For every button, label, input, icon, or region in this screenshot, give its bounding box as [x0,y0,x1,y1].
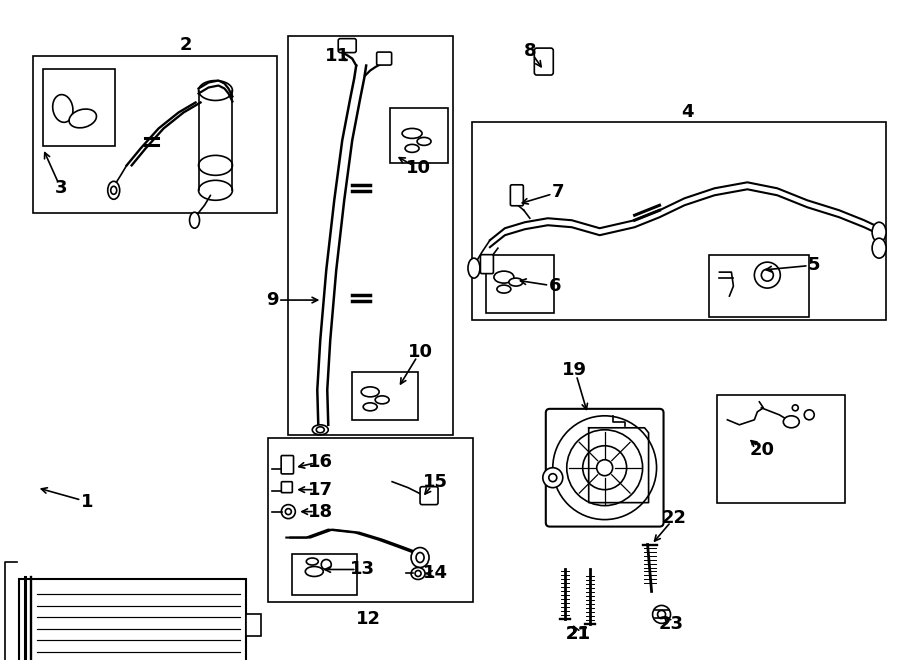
Ellipse shape [754,262,780,288]
Ellipse shape [417,137,431,145]
Bar [19,580,247,661]
Ellipse shape [468,258,480,278]
FancyBboxPatch shape [282,482,292,492]
Bar [247,614,261,637]
Text: 14: 14 [422,564,447,582]
Bar [717,395,845,502]
Ellipse shape [282,504,295,519]
Ellipse shape [402,128,422,138]
Ellipse shape [306,558,319,565]
Ellipse shape [658,610,665,619]
Ellipse shape [567,430,643,506]
Bar [288,36,453,435]
Bar [292,553,357,596]
Ellipse shape [321,559,331,570]
Ellipse shape [361,387,379,397]
FancyBboxPatch shape [510,185,523,206]
Ellipse shape [305,566,323,576]
FancyBboxPatch shape [281,455,293,474]
Text: 19: 19 [562,361,587,379]
Text: 23: 23 [659,615,684,633]
Text: 7: 7 [552,183,564,202]
Text: 18: 18 [308,502,333,521]
Ellipse shape [108,181,120,199]
Text: 17: 17 [308,481,333,498]
Ellipse shape [508,278,523,286]
Text: 12: 12 [356,610,381,629]
FancyBboxPatch shape [377,52,392,65]
Text: 4: 4 [681,104,694,122]
Ellipse shape [199,155,232,175]
FancyBboxPatch shape [545,409,663,527]
Text: 10: 10 [406,159,430,177]
Ellipse shape [199,81,232,100]
Ellipse shape [582,446,626,490]
Ellipse shape [553,416,657,520]
Text: 22: 22 [662,508,687,527]
FancyBboxPatch shape [338,38,356,53]
Text: 10: 10 [408,343,433,361]
Bar [268,438,473,602]
FancyBboxPatch shape [481,254,493,274]
Bar [709,255,809,317]
Ellipse shape [416,553,424,563]
Ellipse shape [199,180,232,200]
Ellipse shape [285,508,292,515]
Text: 21: 21 [565,625,590,643]
Ellipse shape [316,427,324,433]
Ellipse shape [805,410,814,420]
FancyBboxPatch shape [535,48,554,75]
Text: 9: 9 [266,291,279,309]
FancyBboxPatch shape [420,486,438,504]
Ellipse shape [761,269,773,281]
Ellipse shape [190,212,200,228]
Ellipse shape [792,405,798,411]
Bar [33,56,277,214]
Ellipse shape [549,474,557,482]
Text: 13: 13 [350,561,374,578]
Ellipse shape [364,403,377,411]
Bar [486,255,554,313]
Text: 15: 15 [422,473,447,490]
Text: 8: 8 [524,42,536,59]
Bar [352,372,419,420]
Bar [43,69,114,146]
Bar [472,122,886,320]
Ellipse shape [411,547,429,568]
Text: 5: 5 [808,256,821,274]
Ellipse shape [53,95,73,122]
Ellipse shape [375,396,389,404]
Bar [390,108,448,163]
Text: 11: 11 [325,46,350,65]
Ellipse shape [405,144,419,153]
Ellipse shape [312,425,328,435]
Text: 1: 1 [80,492,93,511]
Text: 6: 6 [548,277,561,295]
Ellipse shape [597,460,613,476]
Text: 20: 20 [750,441,775,459]
Ellipse shape [783,416,799,428]
Ellipse shape [111,186,117,194]
Text: 3: 3 [55,179,68,197]
Text: 21: 21 [565,625,590,643]
Text: 2: 2 [179,36,192,54]
Text: 16: 16 [308,453,333,471]
Ellipse shape [494,271,514,283]
Ellipse shape [652,605,670,623]
Ellipse shape [415,570,421,576]
Ellipse shape [411,568,425,580]
Ellipse shape [497,285,511,293]
Ellipse shape [872,238,886,258]
Ellipse shape [543,468,562,488]
Ellipse shape [69,109,96,128]
Ellipse shape [872,222,886,242]
